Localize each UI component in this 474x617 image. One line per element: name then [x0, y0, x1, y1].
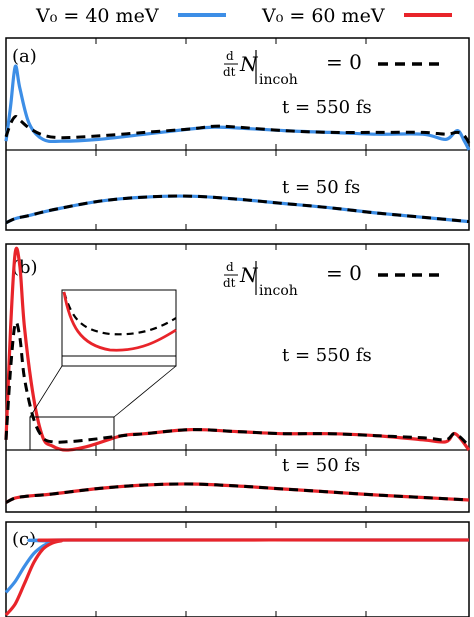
- panel-a-top-plot: [4, 64, 471, 151]
- dashed-label-suffix-a: = 0: [326, 50, 362, 74]
- dashed-label-sub-b: incoh: [259, 283, 298, 299]
- inset-connector-left: [29, 365, 63, 418]
- panel-c-ticks: [95, 522, 367, 617]
- legend: V₀ = 40 meV V₀ = 60 meV: [35, 5, 452, 27]
- inset-connector-right: [113, 365, 177, 418]
- svg-text:dt: dt: [223, 276, 236, 290]
- panel-c-label: (c): [12, 529, 36, 550]
- dashed-label-suffix-b: = 0: [326, 261, 362, 285]
- panel-b-bottom-time: t = 50 fs: [282, 455, 360, 476]
- panel-a-bottom-plot: [5, 194, 470, 225]
- dashed-label-sub-a: incoh: [259, 72, 298, 88]
- panel-a-top-time: t = 550 fs: [282, 97, 372, 118]
- panel-b-top-plot: [4, 246, 471, 452]
- inset-red-line: [62, 291, 177, 352]
- inset-source-box: [29, 416, 115, 451]
- panel-a-bottom-time: t = 50 fs: [282, 177, 360, 198]
- panel-c-frame: [5, 521, 470, 617]
- panel-a-label: (a): [12, 46, 37, 67]
- panel-b-top-series-dashed: [4, 320, 471, 448]
- inset-box: [61, 289, 177, 367]
- panel-b-bottom-series-dashed: [5, 482, 470, 504]
- panel-b-bottom-plot: [5, 482, 470, 504]
- panel-a-ticks: [95, 38, 367, 230]
- panel-a-top-series-dashed: [4, 115, 471, 144]
- panel-c-plot: [4, 538, 470, 617]
- legend-label-60: V₀ = 60 meV: [261, 5, 385, 27]
- panel-a-top-series-solid: [4, 64, 471, 151]
- svg-text:d: d: [226, 49, 234, 63]
- panel-a-bottom-series-solid: [5, 194, 470, 225]
- panel-b-top-time: t = 550 fs: [282, 345, 372, 366]
- panel-b-frame: [5, 243, 470, 513]
- panel-c-series-solid: [4, 538, 470, 617]
- panel-a-bottom-series-dashed: [5, 194, 470, 225]
- legend-label-40: V₀ = 40 meV: [35, 5, 159, 27]
- svg-text:N: N: [239, 52, 259, 76]
- svg-text:N: N: [239, 263, 259, 287]
- panel-b-ticks: [95, 244, 367, 512]
- svg-text:d: d: [226, 260, 234, 274]
- panel-b-dashed-legend: d dt N incoh = 0: [223, 260, 440, 299]
- svg-text:dt: dt: [223, 65, 236, 79]
- panel-c-series-solid: [4, 538, 470, 594]
- panel-a-dashed-legend: d dt N incoh = 0: [223, 49, 440, 88]
